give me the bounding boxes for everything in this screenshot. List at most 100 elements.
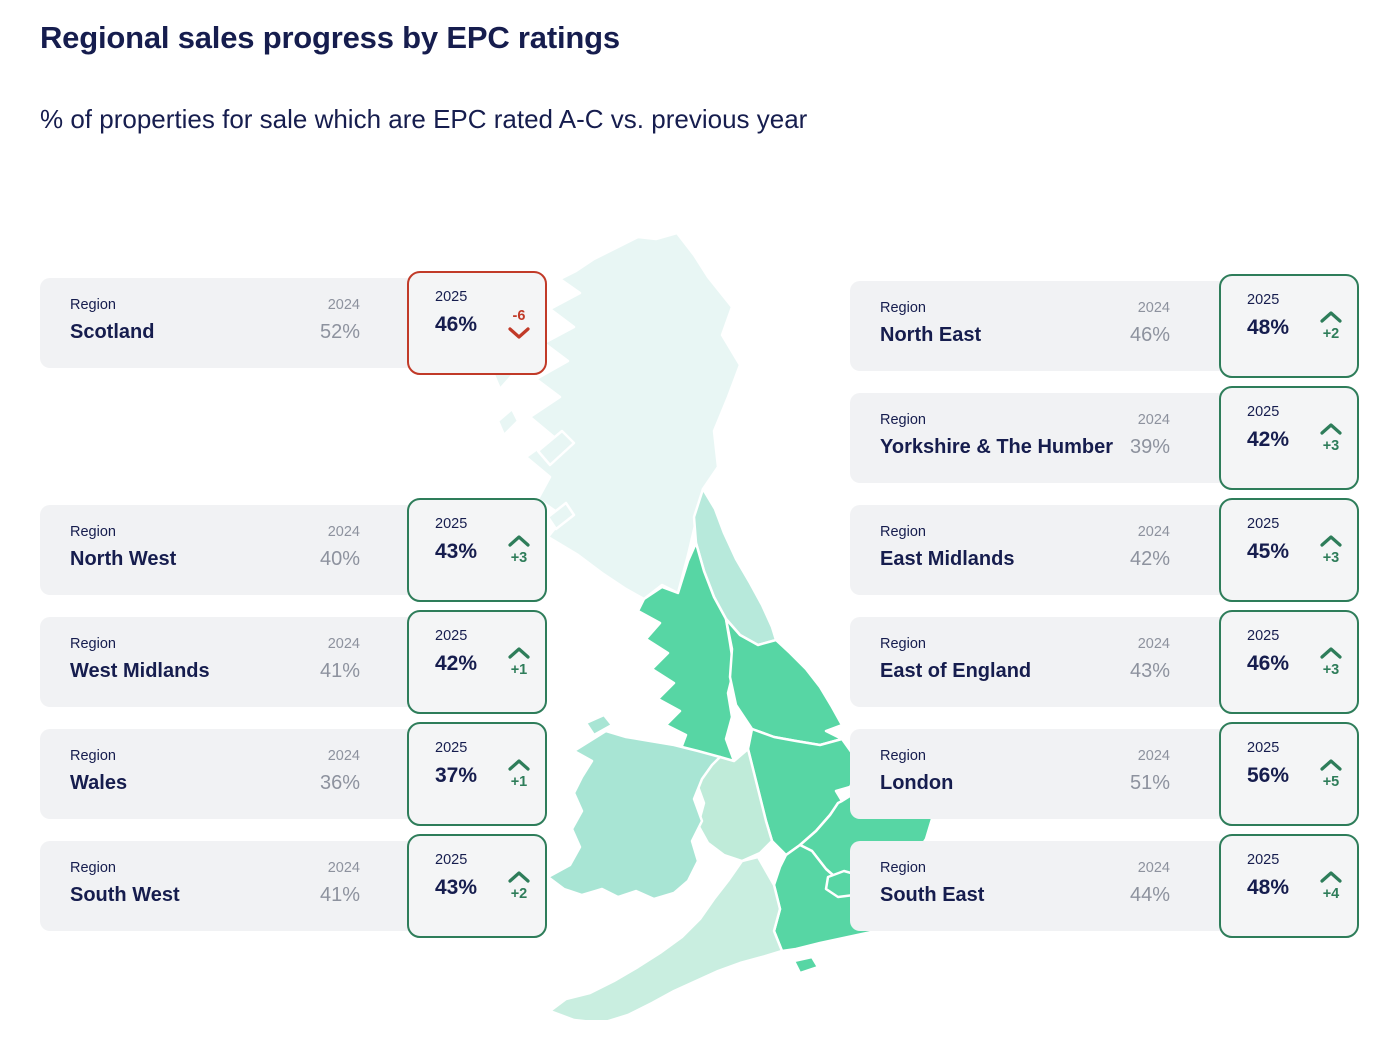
region-name: South West xyxy=(70,884,180,906)
region-label: Region xyxy=(880,860,926,876)
region-name: Scotland xyxy=(70,321,155,343)
delta-value: +1 xyxy=(510,773,528,790)
chevron-up-icon xyxy=(508,870,530,883)
delta-value: +3 xyxy=(510,549,528,566)
year-2025-label: 2025 xyxy=(1247,628,1280,644)
value-2025-box: 2025 45% +3 xyxy=(1219,498,1359,602)
year-2024-label: 2024 xyxy=(1137,636,1170,652)
delta-value: +5 xyxy=(1322,773,1340,790)
region-card-east-of-england: Region East of England 2024 43% 2025 46%… xyxy=(850,610,1359,714)
year-2024-label: 2024 xyxy=(327,860,360,876)
page-title: Regional sales progress by EPC ratings xyxy=(40,20,620,55)
delta-value: +3 xyxy=(1322,437,1340,454)
region-name: West Midlands xyxy=(70,660,210,682)
region-name: North West xyxy=(70,548,177,570)
year-2025-label: 2025 xyxy=(435,852,468,868)
value-2025-box: 2025 46% -6 xyxy=(407,271,547,375)
delta-value: +2 xyxy=(1322,325,1340,342)
map-region-south-west xyxy=(548,855,784,1020)
region-name: East of England xyxy=(880,660,1032,682)
value-2024: 43% xyxy=(1129,660,1170,682)
chevron-up-icon xyxy=(508,646,530,659)
value-2024: 41% xyxy=(319,884,360,906)
value-2024: 39% xyxy=(1129,436,1170,458)
region-label: Region xyxy=(880,524,926,540)
region-label: Region xyxy=(880,636,926,652)
map-island-isle-of-wight xyxy=(792,955,820,975)
value-2024: 40% xyxy=(319,548,360,570)
value-2024: 52% xyxy=(319,321,360,343)
region-card-north-west: Region North West 2024 40% 2025 43% +3 xyxy=(40,498,547,602)
value-2025: 48% xyxy=(1247,316,1290,339)
year-2025-label: 2025 xyxy=(435,289,468,305)
map-island-anglesey xyxy=(584,713,614,737)
region-name: East Midlands xyxy=(880,548,1015,570)
value-2025: 43% xyxy=(435,540,478,563)
value-2025: 42% xyxy=(1247,428,1290,451)
chevron-up-icon xyxy=(508,534,530,547)
region-label: Region xyxy=(880,300,926,316)
region-name: London xyxy=(880,772,954,794)
region-card-south-west: Region South West 2024 41% 2025 43% +2 xyxy=(40,834,547,938)
year-2025-label: 2025 xyxy=(435,740,468,756)
map-island-barra xyxy=(496,407,520,437)
year-2024-label: 2024 xyxy=(327,636,360,652)
year-2025-label: 2025 xyxy=(435,628,468,644)
chevron-up-icon xyxy=(1320,422,1342,435)
value-2024: 44% xyxy=(1129,884,1170,906)
chevron-up-icon xyxy=(1320,534,1342,547)
value-2024: 42% xyxy=(1129,548,1170,570)
value-2025-box: 2025 56% +5 xyxy=(1219,722,1359,826)
value-2025-box: 2025 46% +3 xyxy=(1219,610,1359,714)
year-2024-label: 2024 xyxy=(1137,524,1170,540)
value-2025-box: 2025 42% +3 xyxy=(1219,386,1359,490)
value-2025-box: 2025 42% +1 xyxy=(407,610,547,714)
year-2025-label: 2025 xyxy=(1247,516,1280,532)
chevron-down-icon xyxy=(508,326,530,339)
region-label: Region xyxy=(70,860,116,876)
delta-value: +4 xyxy=(1322,885,1340,902)
map-island-islay xyxy=(546,501,576,531)
region-label: Region xyxy=(70,297,116,313)
value-2025: 42% xyxy=(435,652,478,675)
region-label: Region xyxy=(880,412,926,428)
value-2025-box: 2025 48% +4 xyxy=(1219,834,1359,938)
region-card-london: Region London 2024 51% 2025 56% +5 xyxy=(850,722,1359,826)
value-2025-box: 2025 43% +2 xyxy=(407,834,547,938)
value-2025-box: 2025 37% +1 xyxy=(407,722,547,826)
region-card-wales: Region Wales 2024 36% 2025 37% +1 xyxy=(40,722,547,826)
region-name: South East xyxy=(880,884,985,906)
region-label: Region xyxy=(70,748,116,764)
map-island-skye xyxy=(536,429,576,467)
year-2024-label: 2024 xyxy=(327,748,360,764)
year-2024-label: 2024 xyxy=(327,524,360,540)
year-2024-label: 2024 xyxy=(327,297,360,313)
year-2024-label: 2024 xyxy=(1137,860,1170,876)
value-2024: 46% xyxy=(1129,324,1170,346)
region-name: Yorkshire & The Humber xyxy=(880,436,1114,458)
year-2024-label: 2024 xyxy=(1137,748,1170,764)
value-2025: 46% xyxy=(435,313,478,336)
value-2024: 41% xyxy=(319,660,360,682)
year-2024-label: 2024 xyxy=(1137,300,1170,316)
year-2025-label: 2025 xyxy=(1247,740,1280,756)
region-card-yorkshire: Region Yorkshire & The Humber 2024 39% 2… xyxy=(850,386,1359,490)
page-subtitle: % of properties for sale which are EPC r… xyxy=(40,104,808,134)
region-label: Region xyxy=(880,748,926,764)
delta-value: +3 xyxy=(1322,661,1340,678)
year-2025-label: 2025 xyxy=(1247,852,1280,868)
value-2025: 46% xyxy=(1247,652,1290,675)
map-region-yorkshire xyxy=(724,617,844,747)
year-2024-label: 2024 xyxy=(1137,412,1170,428)
value-2025: 56% xyxy=(1247,764,1290,787)
value-2024: 51% xyxy=(1129,772,1170,794)
region-card-north-east: Region North East 2024 46% 2025 48% +2 xyxy=(850,274,1359,378)
region-name: North East xyxy=(880,324,982,346)
region-card-scotland: Region Scotland 2024 52% 2025 46% -6 xyxy=(40,271,547,375)
region-card-east-midlands: Region East Midlands 2024 42% 2025 45% +… xyxy=(850,498,1359,602)
chevron-up-icon xyxy=(1320,646,1342,659)
value-2025: 37% xyxy=(435,764,478,787)
value-2024: 36% xyxy=(319,772,360,794)
region-card-south-east: Region South East 2024 44% 2025 48% +4 xyxy=(850,834,1359,938)
